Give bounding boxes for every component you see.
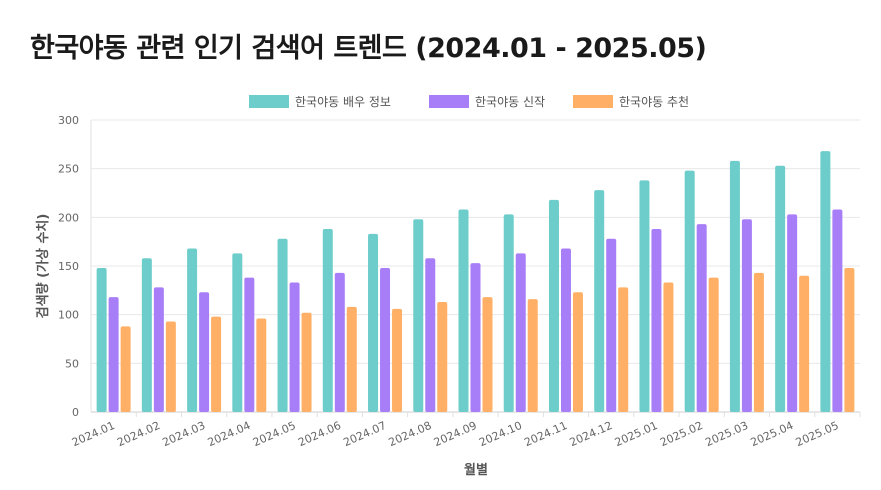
x-tick-label: 2024.07 (341, 419, 388, 449)
legend-swatch[interactable] (429, 95, 469, 108)
legend: 한국야동 배우 정보 한국야동 신작 한국야동 추천 (249, 94, 689, 109)
x-tick-label: 2024.12 (568, 419, 615, 449)
x-tick-label: 2025.03 (703, 419, 750, 449)
x-tick-label: 2025.04 (749, 419, 796, 449)
bar (729, 160, 740, 412)
bar-series (96, 151, 855, 412)
bar (684, 170, 695, 412)
bar (606, 238, 617, 412)
legend-label[interactable]: 한국야동 추천 (619, 94, 689, 109)
x-tick-label: 2024.06 (296, 419, 343, 449)
bar (437, 302, 448, 412)
legend-label[interactable]: 한국야동 배우 정보 (295, 95, 391, 109)
bar (775, 165, 786, 412)
x-tick-label: 2024.11 (522, 419, 569, 449)
chart-title: 한국야동 관련 인기 검색어 트렌드 (2024.01 - 2025.05) (30, 33, 707, 64)
bar (392, 308, 403, 412)
bar (334, 272, 345, 412)
y-axis-title: 검색량 (가상 수치) (35, 214, 51, 319)
bar (799, 275, 810, 412)
bar (832, 209, 843, 412)
y-tick-label: 200 (58, 211, 79, 224)
bar (639, 180, 650, 412)
legend-swatch[interactable] (573, 95, 613, 108)
bar (651, 229, 662, 412)
bar (368, 233, 379, 412)
bar (458, 209, 469, 412)
x-tick-label: 2025.05 (794, 419, 841, 449)
x-tick-label: 2025.01 (613, 419, 660, 449)
bar (753, 272, 764, 412)
bar (244, 277, 255, 412)
legend-swatch[interactable] (249, 95, 289, 108)
y-axis-ticks: 0 50 100 150 200 250 300 (58, 114, 79, 419)
bar (482, 297, 493, 412)
bar (289, 282, 300, 412)
bar (844, 267, 855, 412)
bar (380, 267, 391, 412)
legend-label[interactable]: 한국야동 신작 (475, 95, 545, 109)
bar (120, 326, 131, 412)
bar (515, 253, 526, 412)
bar (301, 312, 312, 412)
bar (153, 287, 164, 412)
bar (211, 316, 222, 412)
y-tick-label: 50 (65, 357, 79, 370)
y-tick-label: 300 (58, 114, 79, 127)
y-tick-label: 0 (72, 406, 79, 419)
bar (820, 151, 831, 412)
bar (548, 199, 559, 412)
bar (527, 299, 538, 412)
bar (572, 292, 583, 412)
bar (560, 248, 571, 412)
bar (741, 219, 752, 412)
bar (277, 238, 288, 412)
bar (503, 214, 514, 412)
bar (594, 190, 605, 412)
x-tick-label: 2024.03 (160, 419, 207, 449)
x-tick-label: 2025.02 (658, 419, 705, 449)
x-tick-label: 2024.09 (432, 419, 479, 449)
y-tick-label: 100 (58, 309, 79, 322)
x-tick-label: 2024.10 (477, 419, 524, 449)
bar (618, 287, 629, 412)
bar (322, 229, 333, 412)
x-tick-label: 2024.01 (70, 419, 117, 449)
bar (199, 292, 210, 412)
x-axis-title: 월별 (464, 462, 488, 478)
bar (470, 263, 481, 412)
y-tick-label: 250 (58, 163, 79, 176)
bar (108, 297, 119, 412)
x-tick-label: 2024.04 (206, 419, 253, 449)
bar (256, 318, 267, 412)
bar (141, 258, 152, 412)
bar (425, 258, 436, 412)
x-tick-label: 2024.05 (251, 419, 298, 449)
bar (696, 224, 707, 412)
x-axis-ticks: 2024.012024.022024.032024.042024.052024.… (70, 419, 841, 449)
bar (187, 248, 198, 412)
x-tick-label: 2024.08 (387, 419, 434, 449)
bar (708, 277, 719, 412)
bar (787, 214, 798, 412)
bar (346, 306, 357, 412)
bar (165, 321, 176, 412)
bar (232, 253, 243, 412)
y-tick-label: 150 (58, 260, 79, 273)
bar (663, 282, 674, 412)
bar (96, 267, 107, 412)
x-tick-label: 2024.02 (115, 419, 162, 449)
bar (413, 219, 424, 412)
